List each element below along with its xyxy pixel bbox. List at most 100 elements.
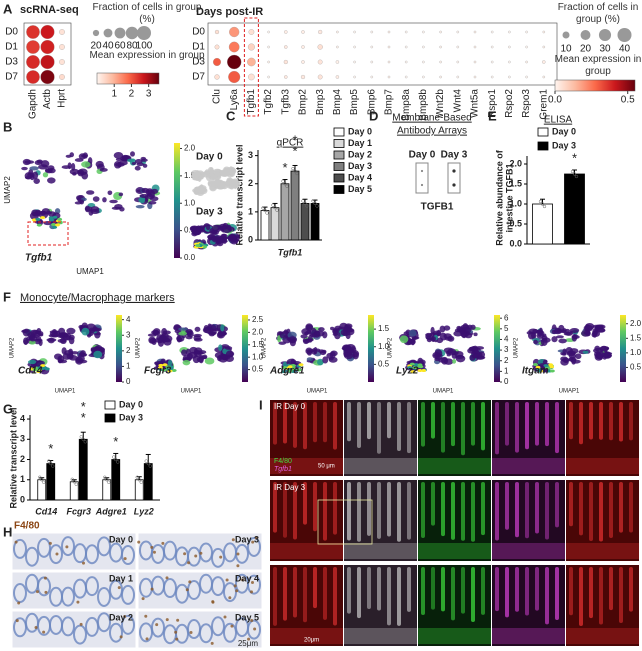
dot: [439, 30, 442, 34]
umap-cell-cluster: [213, 179, 221, 187]
colorbar: [174, 143, 180, 258]
f480-stain: [144, 614, 148, 618]
f480-stain: [123, 557, 127, 561]
tissue-villus: [461, 567, 465, 614]
tissue-crypt: [13, 583, 27, 604]
x-tick-label: Cd14: [35, 506, 57, 516]
umap-cell-cluster: [167, 359, 173, 366]
tissue-crypt: [97, 612, 111, 633]
umap-cell-cluster: [86, 190, 95, 195]
umap-cell-cluster: [326, 352, 334, 359]
umap-highlight: [35, 217, 41, 221]
dot: [422, 45, 425, 49]
microscopy-image: [344, 400, 417, 476]
tissue-villus: [333, 567, 337, 626]
f480-stain: [161, 541, 165, 545]
gene-label: Ly6a: [229, 89, 240, 111]
f480-stain: [250, 618, 254, 622]
tissue-villus: [357, 567, 361, 619]
tissue-villus: [505, 402, 509, 446]
tissue-crypt: [49, 544, 63, 565]
replicate-dot: [47, 459, 51, 463]
f480-stain: [235, 589, 239, 593]
tissue-villus: [407, 402, 411, 454]
tissue-villus: [313, 482, 317, 532]
umap-cell-cluster: [202, 171, 211, 175]
umap-cell-cluster: [148, 200, 157, 205]
tissue-villus: [461, 402, 465, 456]
row-label: D3: [192, 57, 205, 68]
panel-label: A: [3, 1, 13, 16]
dot: [284, 30, 288, 34]
f480-stain: [155, 623, 159, 627]
gene-label: Fcgr3: [144, 366, 172, 377]
f480-stain: [35, 590, 39, 594]
dot: [283, 59, 288, 65]
dot: [59, 74, 65, 80]
tissue-villus: [589, 402, 593, 440]
tissue-crypt: [211, 547, 225, 568]
dot: [404, 75, 408, 79]
replicate-dot: [148, 464, 152, 468]
umap-highlight: [281, 370, 287, 374]
f480-stain: [43, 576, 47, 580]
dot: [40, 25, 55, 39]
umap-cell-cluster: [443, 325, 451, 331]
umap-cell-cluster: [426, 337, 432, 343]
umap-cell-cluster: [571, 359, 581, 364]
umap-cell-cluster: [62, 353, 71, 360]
f480-stain: [55, 552, 59, 556]
tissue-villus: [505, 567, 509, 618]
legend-swatch: [333, 139, 345, 148]
umap-cell-cluster: [68, 352, 74, 359]
tissue-villus: [323, 402, 327, 443]
tissue-villus: [481, 567, 485, 615]
umap-cell-cluster: [210, 173, 216, 180]
dot: [284, 45, 288, 49]
bar: [134, 479, 144, 501]
replicate-dot: [305, 204, 309, 208]
dot: [317, 59, 323, 65]
umap-cell-cluster: [134, 165, 141, 171]
umap-cell-cluster: [433, 353, 443, 358]
umap-cell-cluster: [40, 160, 50, 168]
size-legend-dot: [562, 31, 570, 39]
tissue-villus: [495, 567, 499, 612]
tissue-villus: [347, 402, 351, 442]
text-box: Mean expression in group: [555, 54, 642, 77]
replicate-dot: [116, 460, 120, 464]
umap-cell-cluster: [526, 331, 533, 335]
tissue-crypt: [163, 540, 177, 561]
tissue-villus: [313, 567, 317, 609]
stain-label: F4/80: [14, 521, 40, 532]
umap-cell-cluster: [192, 176, 203, 180]
legend-swatch: [537, 141, 549, 151]
umap-cell-cluster: [313, 346, 318, 355]
tissue-crypt: [61, 536, 75, 557]
tissue-crypt: [211, 616, 225, 637]
colorbar-label: 3: [146, 89, 152, 100]
dot: [59, 59, 65, 65]
dot: [542, 75, 546, 79]
day-label: Day 2: [109, 612, 133, 622]
replicate-dot: [146, 461, 150, 466]
tissue-villus: [609, 567, 613, 611]
dot: [353, 45, 356, 49]
size-legend-label: 60: [114, 41, 126, 52]
umap-cell-cluster: [66, 327, 76, 335]
umap-highlight: [36, 223, 42, 227]
tissue-villus: [273, 402, 277, 445]
f480-stain: [150, 587, 154, 591]
tissue-base: [566, 458, 639, 474]
umap-cell-cluster: [542, 359, 548, 365]
tissue-villus: [367, 402, 371, 440]
umap-cell-cluster: [205, 173, 212, 182]
dot: [301, 45, 305, 49]
significance: *: [43, 441, 58, 452]
umap-highlight: [418, 365, 424, 369]
y-tick-label: 1: [20, 474, 25, 484]
tissue-villus: [441, 567, 445, 612]
umap-cell-cluster: [417, 357, 424, 366]
umap-highlight: [281, 365, 287, 369]
tissue-crypt: [97, 586, 111, 607]
